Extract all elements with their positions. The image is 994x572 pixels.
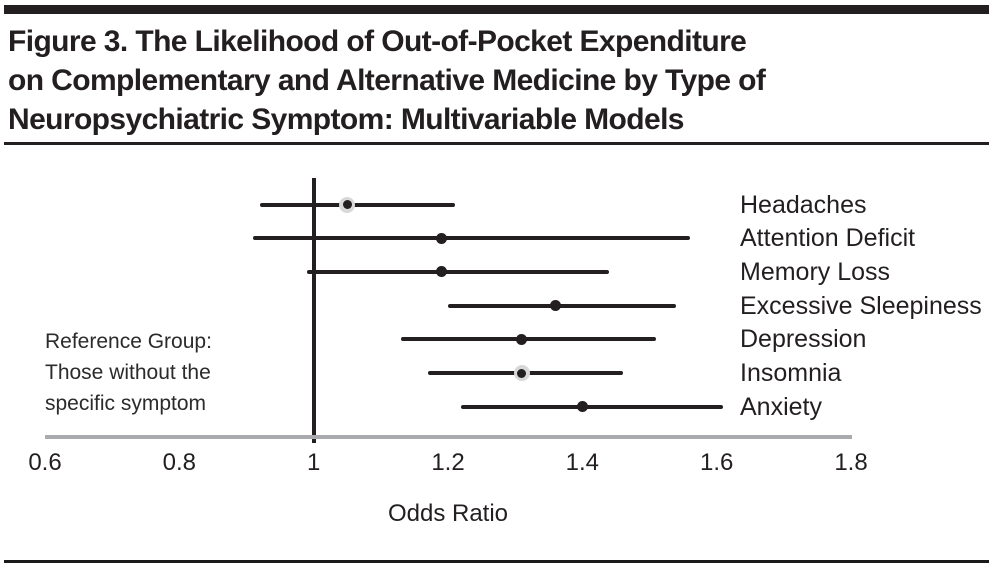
reference-note-line-3: specific symptom — [45, 392, 207, 415]
category-label-headaches: Headaches — [740, 190, 867, 219]
ci-line-memory-loss — [306, 269, 610, 274]
title-divider-rule — [4, 142, 989, 145]
ci-line-headaches — [259, 202, 455, 207]
x-tick-0-8: 0.8 — [162, 449, 197, 476]
x-axis-title: Odds Ratio — [387, 500, 509, 527]
bottom-border-rule — [4, 560, 989, 563]
point-anxiety — [576, 401, 588, 413]
figure-title-line-3: Neuropsychiatric Symptom: Multivariable … — [8, 103, 685, 136]
point-attention-deficit — [435, 232, 447, 244]
point-excessive-sleepiness — [549, 300, 561, 312]
reference-line-or-1 — [311, 178, 316, 443]
point-insomnia — [517, 368, 527, 378]
x-tick-1-8: 1.8 — [834, 449, 868, 476]
x-axis-line — [45, 435, 852, 439]
ci-line-depression — [400, 337, 657, 342]
ci-line-attention-deficit — [253, 236, 690, 241]
x-tick-1: 1 — [306, 449, 321, 476]
point-memory-loss — [435, 266, 447, 278]
point-headaches — [342, 200, 352, 209]
category-label-insomnia: Insomnia — [740, 359, 842, 387]
reference-note-line-1: Reference Group: — [45, 330, 212, 353]
point-depression — [516, 333, 528, 345]
category-label-anxiety: Anxiety — [740, 392, 822, 421]
x-tick-1-6: 1.6 — [699, 449, 734, 476]
category-label-memory-loss: Memory Loss — [740, 257, 891, 286]
ci-line-excessive-sleepiness — [448, 303, 677, 308]
x-tick-0-6: 0.6 — [28, 449, 62, 476]
category-label-excessive-sleepiness: Excessive Sleepiness — [740, 291, 982, 320]
figure-title: Figure 3. The Likelihood of Out-of-Pocke… — [8, 22, 766, 139]
top-border-bar — [4, 5, 989, 14]
figure-title-line-2: on Complementary and Alternative Medicin… — [8, 64, 766, 97]
ci-line-anxiety — [461, 404, 724, 409]
category-label-attention-deficit: Attention Deficit — [740, 224, 916, 253]
category-label-depression: Depression — [740, 325, 867, 354]
figure-title-line-1: Figure 3. The Likelihood of Out-of-Pocke… — [8, 25, 747, 58]
x-tick-1-4: 1.4 — [565, 449, 600, 476]
x-tick-1-2: 1.2 — [431, 449, 465, 476]
reference-note-line-2: Those without the — [45, 361, 211, 384]
reference-group-note: Reference Group: Those without the speci… — [45, 326, 212, 419]
